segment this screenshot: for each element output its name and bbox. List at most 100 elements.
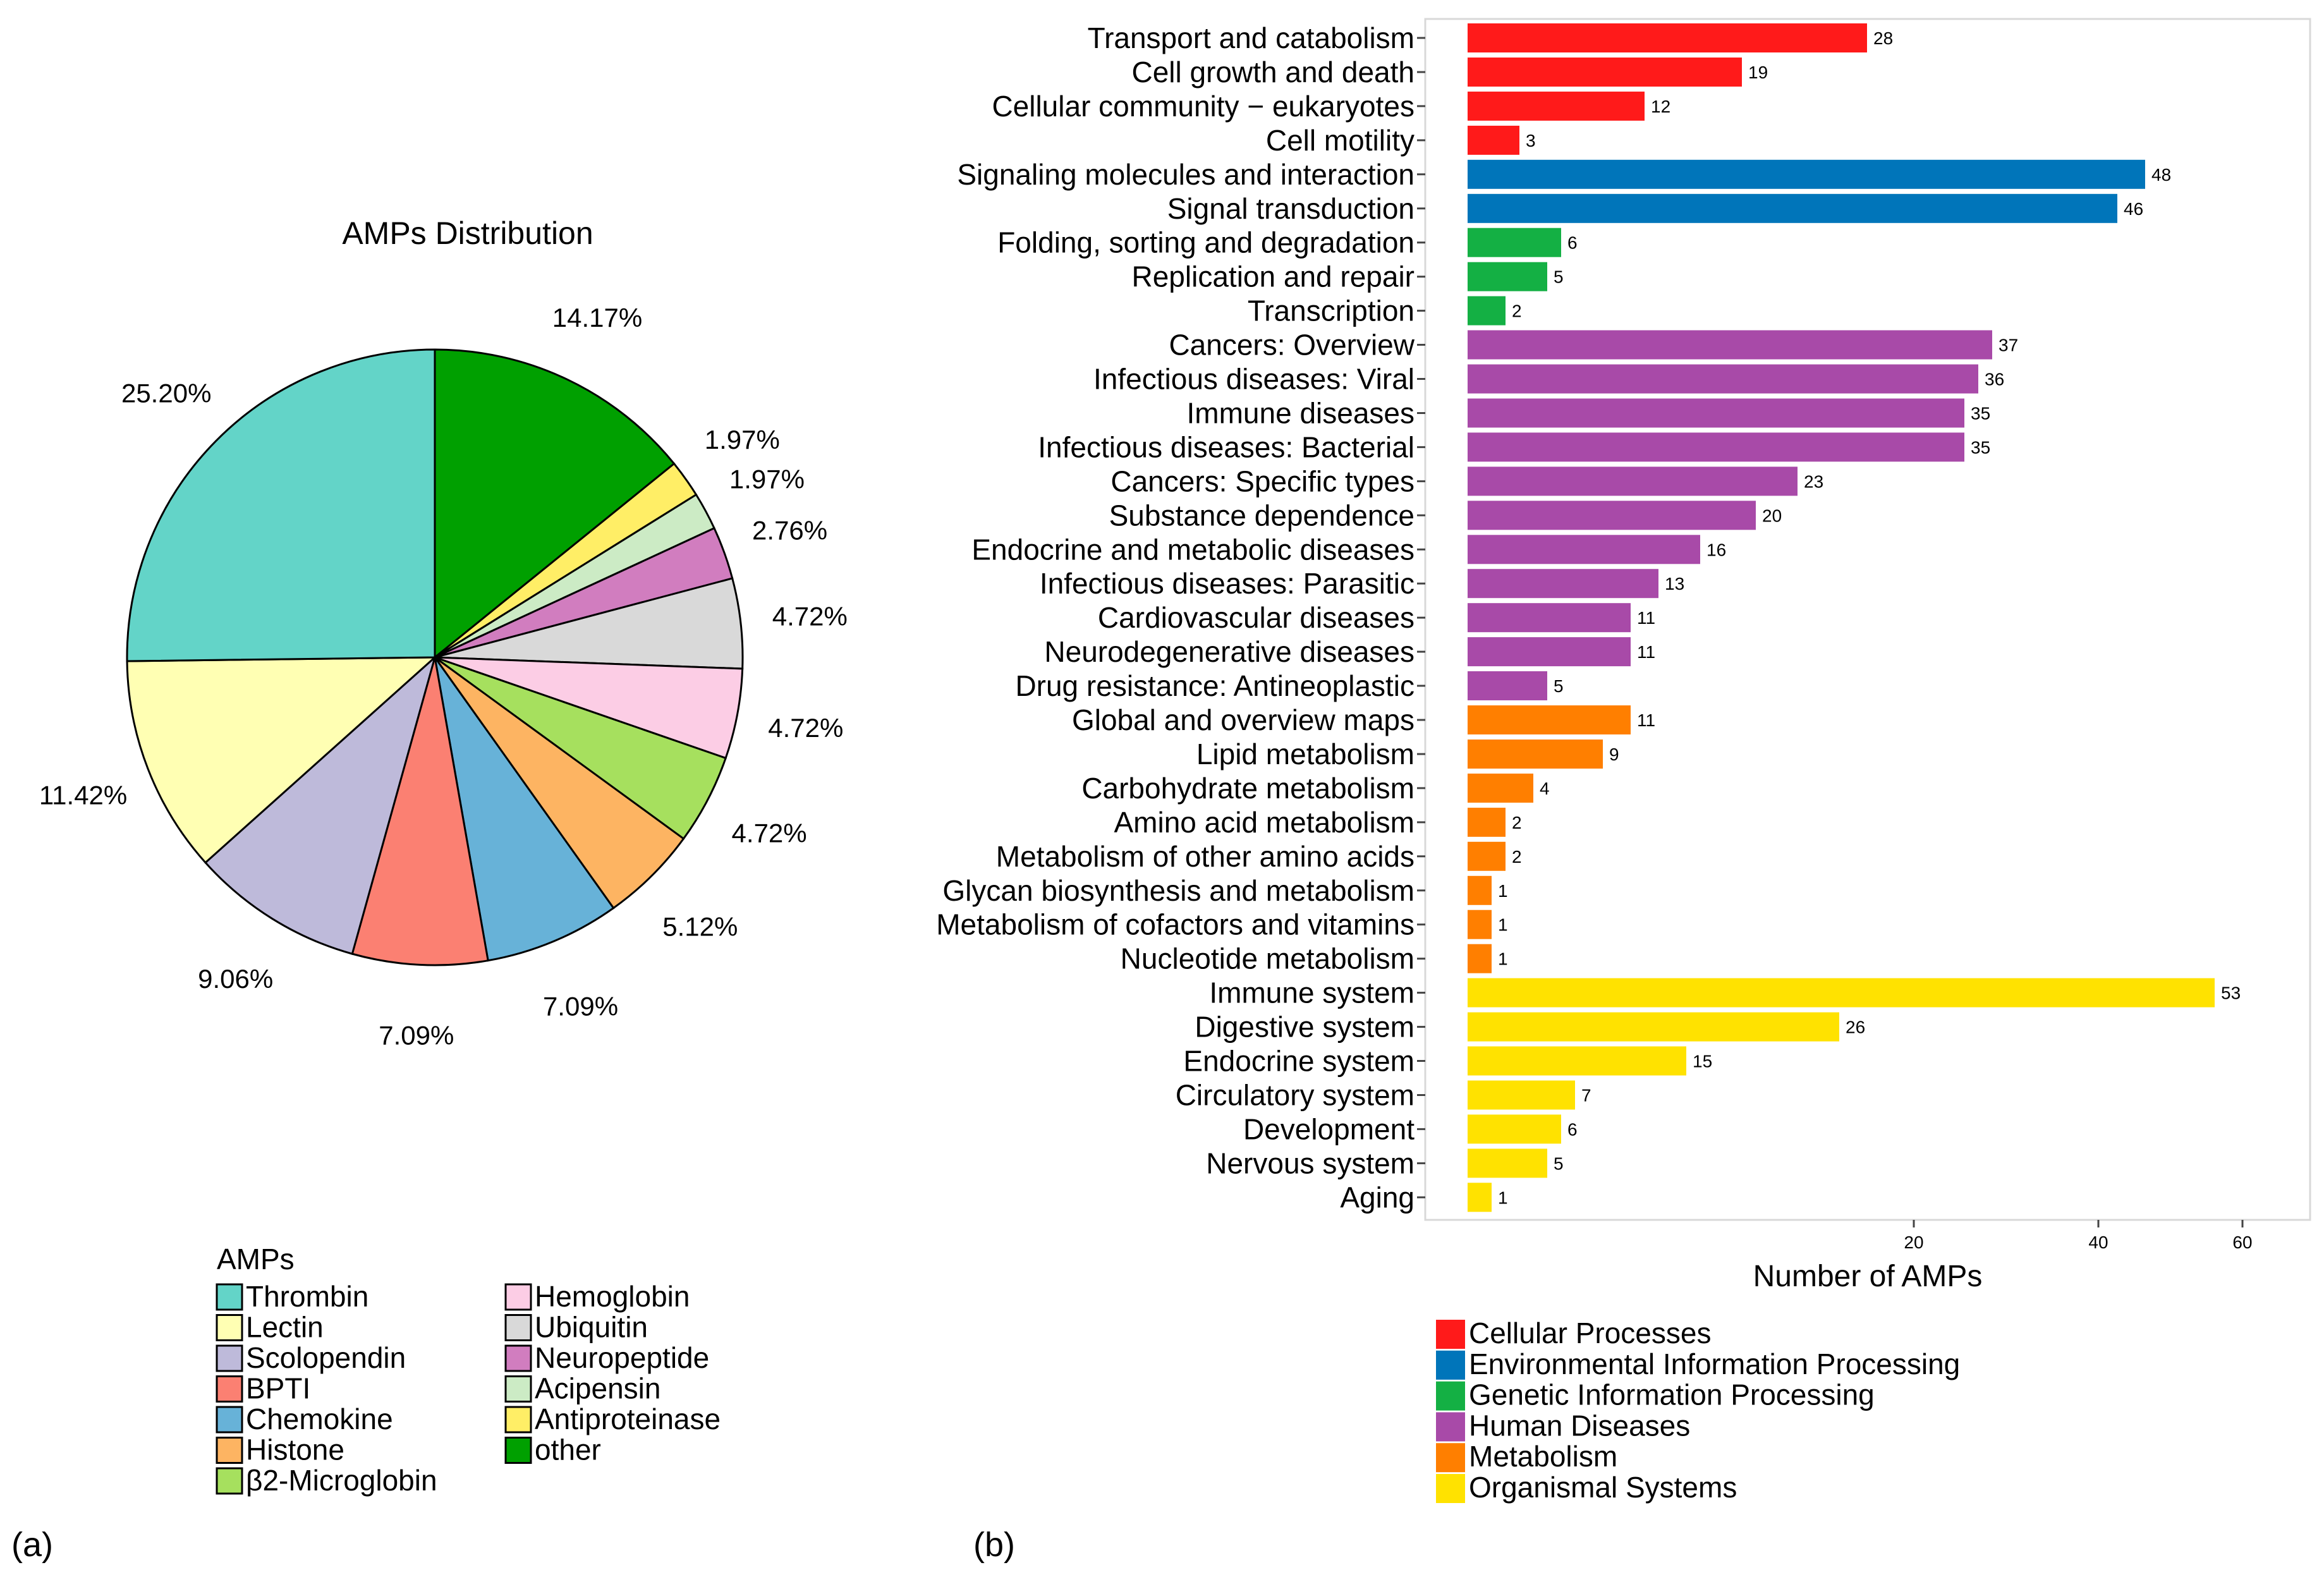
bar-value-label: 4: [1540, 779, 1550, 798]
legend-label: Histone: [246, 1434, 344, 1466]
bar-value-label: 37: [1999, 336, 2018, 355]
bar-value-label: 9: [1609, 745, 1619, 764]
bar-cell-motility: [1468, 125, 1519, 155]
pie-slice-label: 4.72%: [772, 602, 848, 631]
pie-slice-label: 4.72%: [768, 713, 843, 743]
bar-circulatory-system: [1468, 1080, 1575, 1110]
legend-swatch-acipensin: [504, 1375, 532, 1403]
pie-labels: 14.17% 1.97% 1.97% 2.76% 4.72% 4.72% 4.72% 5.12…: [39, 303, 848, 1050]
pie-panel: AMPs Distribution 14.17% 1.97% 1.97% 2.76% 4…: [11, 216, 848, 1564]
x-tick-label: 20: [1904, 1233, 1923, 1252]
bar-cellular-community-eukaryotes: [1468, 91, 1645, 121]
bar-value-label: 16: [1706, 540, 1726, 559]
pie-slice-label: 11.42%: [39, 781, 127, 810]
legend-label: Lectin: [246, 1311, 324, 1344]
bar-substance-dependence: [1468, 501, 1756, 530]
legend-label: Environmental Information Processing: [1469, 1348, 1960, 1380]
bar-value-label: 53: [2221, 983, 2241, 1003]
category-label: Neurodegenerative diseases: [1044, 635, 1414, 668]
legend-label: Thrombin: [246, 1280, 368, 1313]
bar-global-and-overview-maps: [1468, 705, 1631, 734]
category-label: Immune diseases: [1187, 397, 1415, 430]
x-axis-label: Number of AMPs: [1753, 1260, 1983, 1293]
bar-signaling-molecules-and-interaction: [1468, 159, 2145, 189]
pie-slice-chemokine: [434, 657, 615, 962]
legend-label: BPTI: [246, 1372, 310, 1405]
bar-value-label: 5: [1554, 267, 1564, 287]
legend-label: β2-Microglobin: [246, 1464, 437, 1497]
panel-label-b: (b): [973, 1526, 1015, 1564]
pie-slice-label: 2.76%: [752, 515, 827, 545]
category-label: Cell motility: [1266, 124, 1414, 157]
pie-legend-title: AMPs: [217, 1243, 295, 1276]
x-tick-label: 40: [2088, 1233, 2108, 1252]
bar-value-label: 12: [1651, 97, 1670, 116]
category-label: Substance dependence: [1109, 499, 1414, 532]
pie-slice-lectin: [126, 656, 437, 864]
bar-endocrine-system: [1468, 1046, 1686, 1076]
bar-value-label: 1: [1498, 1188, 1508, 1207]
legend-swatch-chemokine: [216, 1406, 243, 1434]
category-label: Infectious diseases: Viral: [1093, 363, 1414, 396]
panel-label-a: (a): [11, 1526, 53, 1564]
category-label: Amino acid metabolism: [1114, 806, 1414, 839]
category-label: Cardiovascular diseases: [1098, 601, 1414, 634]
legend-label: other: [535, 1434, 601, 1466]
legend-label: Ubiquitin: [535, 1311, 648, 1344]
bar-cancers-specific-types: [1468, 466, 1798, 496]
pie-legend: ThrombinLectinScolopendinBPTIChemokineHi…: [216, 1280, 721, 1497]
category-label: Cancers: Specific types: [1110, 465, 1414, 497]
pie-slice-label: 5.12%: [662, 911, 738, 941]
bar-infectious-diseases-viral: [1468, 364, 1978, 394]
bar-metabolism-of-other-amino-acids: [1468, 841, 1506, 871]
bar-cell-growth-and-death: [1468, 58, 1742, 87]
bar-value-label: 5: [1554, 676, 1564, 696]
bar-value-label: 46: [2124, 199, 2143, 219]
bar-value-label: 1: [1498, 881, 1508, 901]
category-label: Nervous system: [1206, 1147, 1414, 1179]
bar-value-label: 11: [1637, 642, 1655, 662]
legend-label: Antiproteinase: [535, 1403, 721, 1435]
bar-lipid-metabolism: [1468, 740, 1603, 769]
category-label: Carbohydrate metabolism: [1081, 772, 1414, 805]
bar-signal-transduction: [1468, 193, 2117, 223]
bar-digestive-system: [1468, 1012, 1839, 1042]
bar-transcription: [1468, 296, 1506, 326]
bar-value-label: 13: [1665, 574, 1684, 594]
bar-value-label: 28: [1873, 28, 1893, 48]
bars: 2819123484665237363535232016131111511942…: [1468, 23, 2241, 1212]
category-label: Digestive system: [1195, 1011, 1414, 1044]
legend-label: Scolopendin: [246, 1341, 406, 1374]
bar-value-label: 2: [1512, 813, 1522, 832]
legend-swatch-ubiquitin: [504, 1314, 532, 1341]
bar-replication-and-repair: [1468, 262, 1547, 291]
legend-label: Human Diseases: [1469, 1409, 1690, 1442]
bar-value-label: 3: [1526, 131, 1536, 150]
pie-slice-label: 1.97%: [729, 465, 805, 494]
bar-value-label: 11: [1637, 710, 1655, 730]
bar-value-label: 35: [1971, 437, 1990, 457]
category-label: Glycan biosynthesis and metabolism: [942, 874, 1414, 907]
bar-value-label: 1: [1498, 915, 1508, 935]
category-label: Cell growth and death: [1131, 56, 1414, 88]
category-label: Metabolism of other amino acids: [996, 840, 1414, 873]
bar-value-label: 35: [1971, 404, 1990, 423]
pie-slice-bpti: [351, 657, 489, 966]
category-label: Signaling molecules and interaction: [957, 158, 1414, 191]
category-label: Cancers: Overview: [1169, 329, 1414, 362]
legend-label: Metabolism: [1469, 1440, 1617, 1473]
bar-transport-and-catabolism: [1468, 23, 1867, 52]
x-axis-ticks: 20 40 60: [1904, 1220, 2253, 1252]
legend-swatch-2-microglobin: [216, 1467, 243, 1495]
category-label: Drug resistance: Antineoplastic: [1015, 669, 1414, 702]
legend-swatch-organismal-systems: [1436, 1474, 1465, 1503]
legend-swatch-hemoglobin: [504, 1283, 532, 1311]
category-label: Transcription: [1248, 295, 1414, 327]
category-label: Circulatory system: [1176, 1079, 1414, 1112]
bar-value-label: 15: [1693, 1052, 1712, 1071]
bar-carbohydrate-metabolism: [1468, 773, 1533, 803]
bar-endocrine-and-metabolic-diseases: [1468, 535, 1700, 564]
bar-nervous-system: [1468, 1148, 1547, 1178]
